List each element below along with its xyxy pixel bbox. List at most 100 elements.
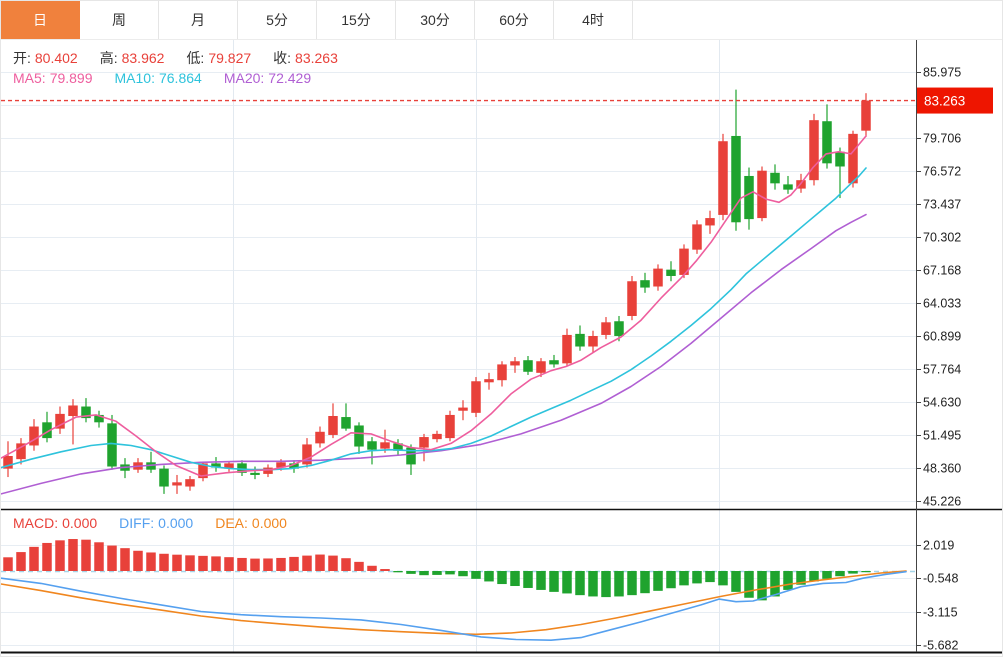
candle-body — [848, 133, 858, 184]
candle-body — [614, 321, 624, 336]
macd-bar — [653, 571, 663, 591]
candle-body — [861, 100, 871, 131]
tab-60min[interactable]: 60分 — [475, 1, 554, 39]
candle-body — [653, 268, 663, 287]
macd-bar — [120, 548, 130, 571]
candle-body — [198, 463, 208, 479]
candle-body — [419, 437, 429, 448]
axis-tick-label: -0.548 — [923, 572, 958, 586]
candle-body — [354, 425, 364, 447]
candle-body — [55, 413, 65, 429]
candle-body — [510, 361, 520, 366]
candle-body — [68, 405, 78, 416]
candle-body — [536, 361, 546, 373]
macd-bar — [445, 571, 455, 575]
candle-body — [445, 414, 455, 439]
tab-30min[interactable]: 30分 — [396, 1, 475, 39]
macd-bar — [458, 571, 468, 577]
macd-bar — [94, 542, 104, 571]
tab-day[interactable]: 日 — [1, 1, 80, 39]
axis-tick-label: 48.360 — [923, 462, 961, 476]
macd-bar — [185, 555, 195, 571]
axis-tick-label: 51.495 — [923, 429, 961, 443]
candle-body — [146, 462, 156, 470]
macd-bar — [16, 552, 26, 571]
axis-tick-label: 60.899 — [923, 330, 961, 344]
axis-tick-label: 45.226 — [923, 495, 961, 509]
candle-body — [172, 482, 182, 486]
macd-bar — [783, 571, 793, 590]
legend-ma10: MA10: 76.864 — [115, 70, 206, 86]
axis-tick-label: 2.019 — [923, 539, 954, 553]
timeframe-toolbar: 日周月 5分 15分 30分 60分 4时 — [1, 1, 1002, 40]
legend-ma20-label: MA20: — [223, 70, 265, 86]
candle-body — [562, 334, 572, 364]
candle-body — [666, 269, 676, 276]
candle-body — [822, 121, 832, 164]
legend-open-value: 80.402 — [34, 50, 78, 66]
ma5-line — [1, 135, 867, 477]
legend-ma10-label: MA10: — [114, 70, 155, 86]
legend-ma5-label: MA5: — [13, 70, 46, 86]
macd-bar — [237, 557, 247, 571]
legend-close-label: 收: — [273, 50, 292, 66]
candle-body — [640, 280, 650, 288]
macd-bar — [744, 571, 754, 598]
macd-bar — [133, 550, 143, 571]
macd-bar — [3, 557, 13, 571]
macd-bar — [198, 555, 208, 571]
candle-body — [185, 479, 195, 487]
candle-body — [627, 281, 637, 316]
macd-bar — [146, 552, 156, 571]
tab-month[interactable]: 月 — [159, 1, 238, 39]
macd-bar — [250, 558, 260, 571]
macd-bar — [484, 571, 494, 582]
axis-tick-label: 67.168 — [923, 264, 961, 278]
macd-bar — [211, 556, 221, 571]
legend-ma5: MA5: 79.899 — [13, 70, 97, 86]
axis-tick-label: 73.437 — [923, 198, 961, 212]
candle-body — [835, 151, 845, 167]
candle-body — [367, 441, 377, 450]
macd-bar — [302, 555, 312, 571]
macd-bar — [523, 571, 533, 588]
legend-macd: MACD: 0.000 — [13, 515, 101, 531]
candle-body — [315, 431, 325, 444]
candle-body — [159, 468, 169, 487]
candle-body — [211, 463, 221, 468]
macd-bar — [354, 561, 364, 571]
legend-ma5-value: 79.899 — [49, 70, 93, 86]
candle-body — [42, 422, 52, 439]
macd-bar — [718, 571, 728, 586]
macd-bar — [406, 571, 416, 574]
legend-close-value: 83.263 — [295, 50, 338, 66]
macd-bar — [29, 546, 39, 571]
candle-body — [484, 379, 494, 383]
legend-open: 开: 80.402 — [13, 50, 82, 66]
legend-high: 高: 83.962 — [100, 50, 169, 66]
macd-bar — [328, 555, 338, 571]
candle-body — [406, 447, 416, 465]
axis-tick-label: 70.302 — [923, 231, 961, 245]
current-price-box — [917, 87, 993, 114]
current-price-label: 83.263 — [924, 93, 965, 108]
macd-bar — [68, 539, 78, 571]
macd-bar — [471, 571, 481, 579]
macd-bar — [562, 571, 572, 594]
tab-4hour[interactable]: 4时 — [554, 1, 633, 39]
macd-bar — [81, 539, 91, 571]
macd-bar — [536, 571, 546, 590]
candle-body — [549, 360, 559, 365]
candle-body — [250, 472, 260, 475]
tab-5min[interactable]: 5分 — [238, 1, 317, 39]
macd-bar — [380, 569, 390, 571]
tab-15min[interactable]: 15分 — [317, 1, 396, 39]
macd-bar — [614, 571, 624, 597]
diff-line — [1, 570, 907, 641]
macd-bar — [705, 571, 715, 583]
legend-dea-value: 0.000 — [251, 515, 287, 531]
macd-bar — [848, 571, 858, 574]
tab-week[interactable]: 周 — [80, 1, 159, 39]
axis-tick-label: 85.975 — [923, 66, 961, 80]
